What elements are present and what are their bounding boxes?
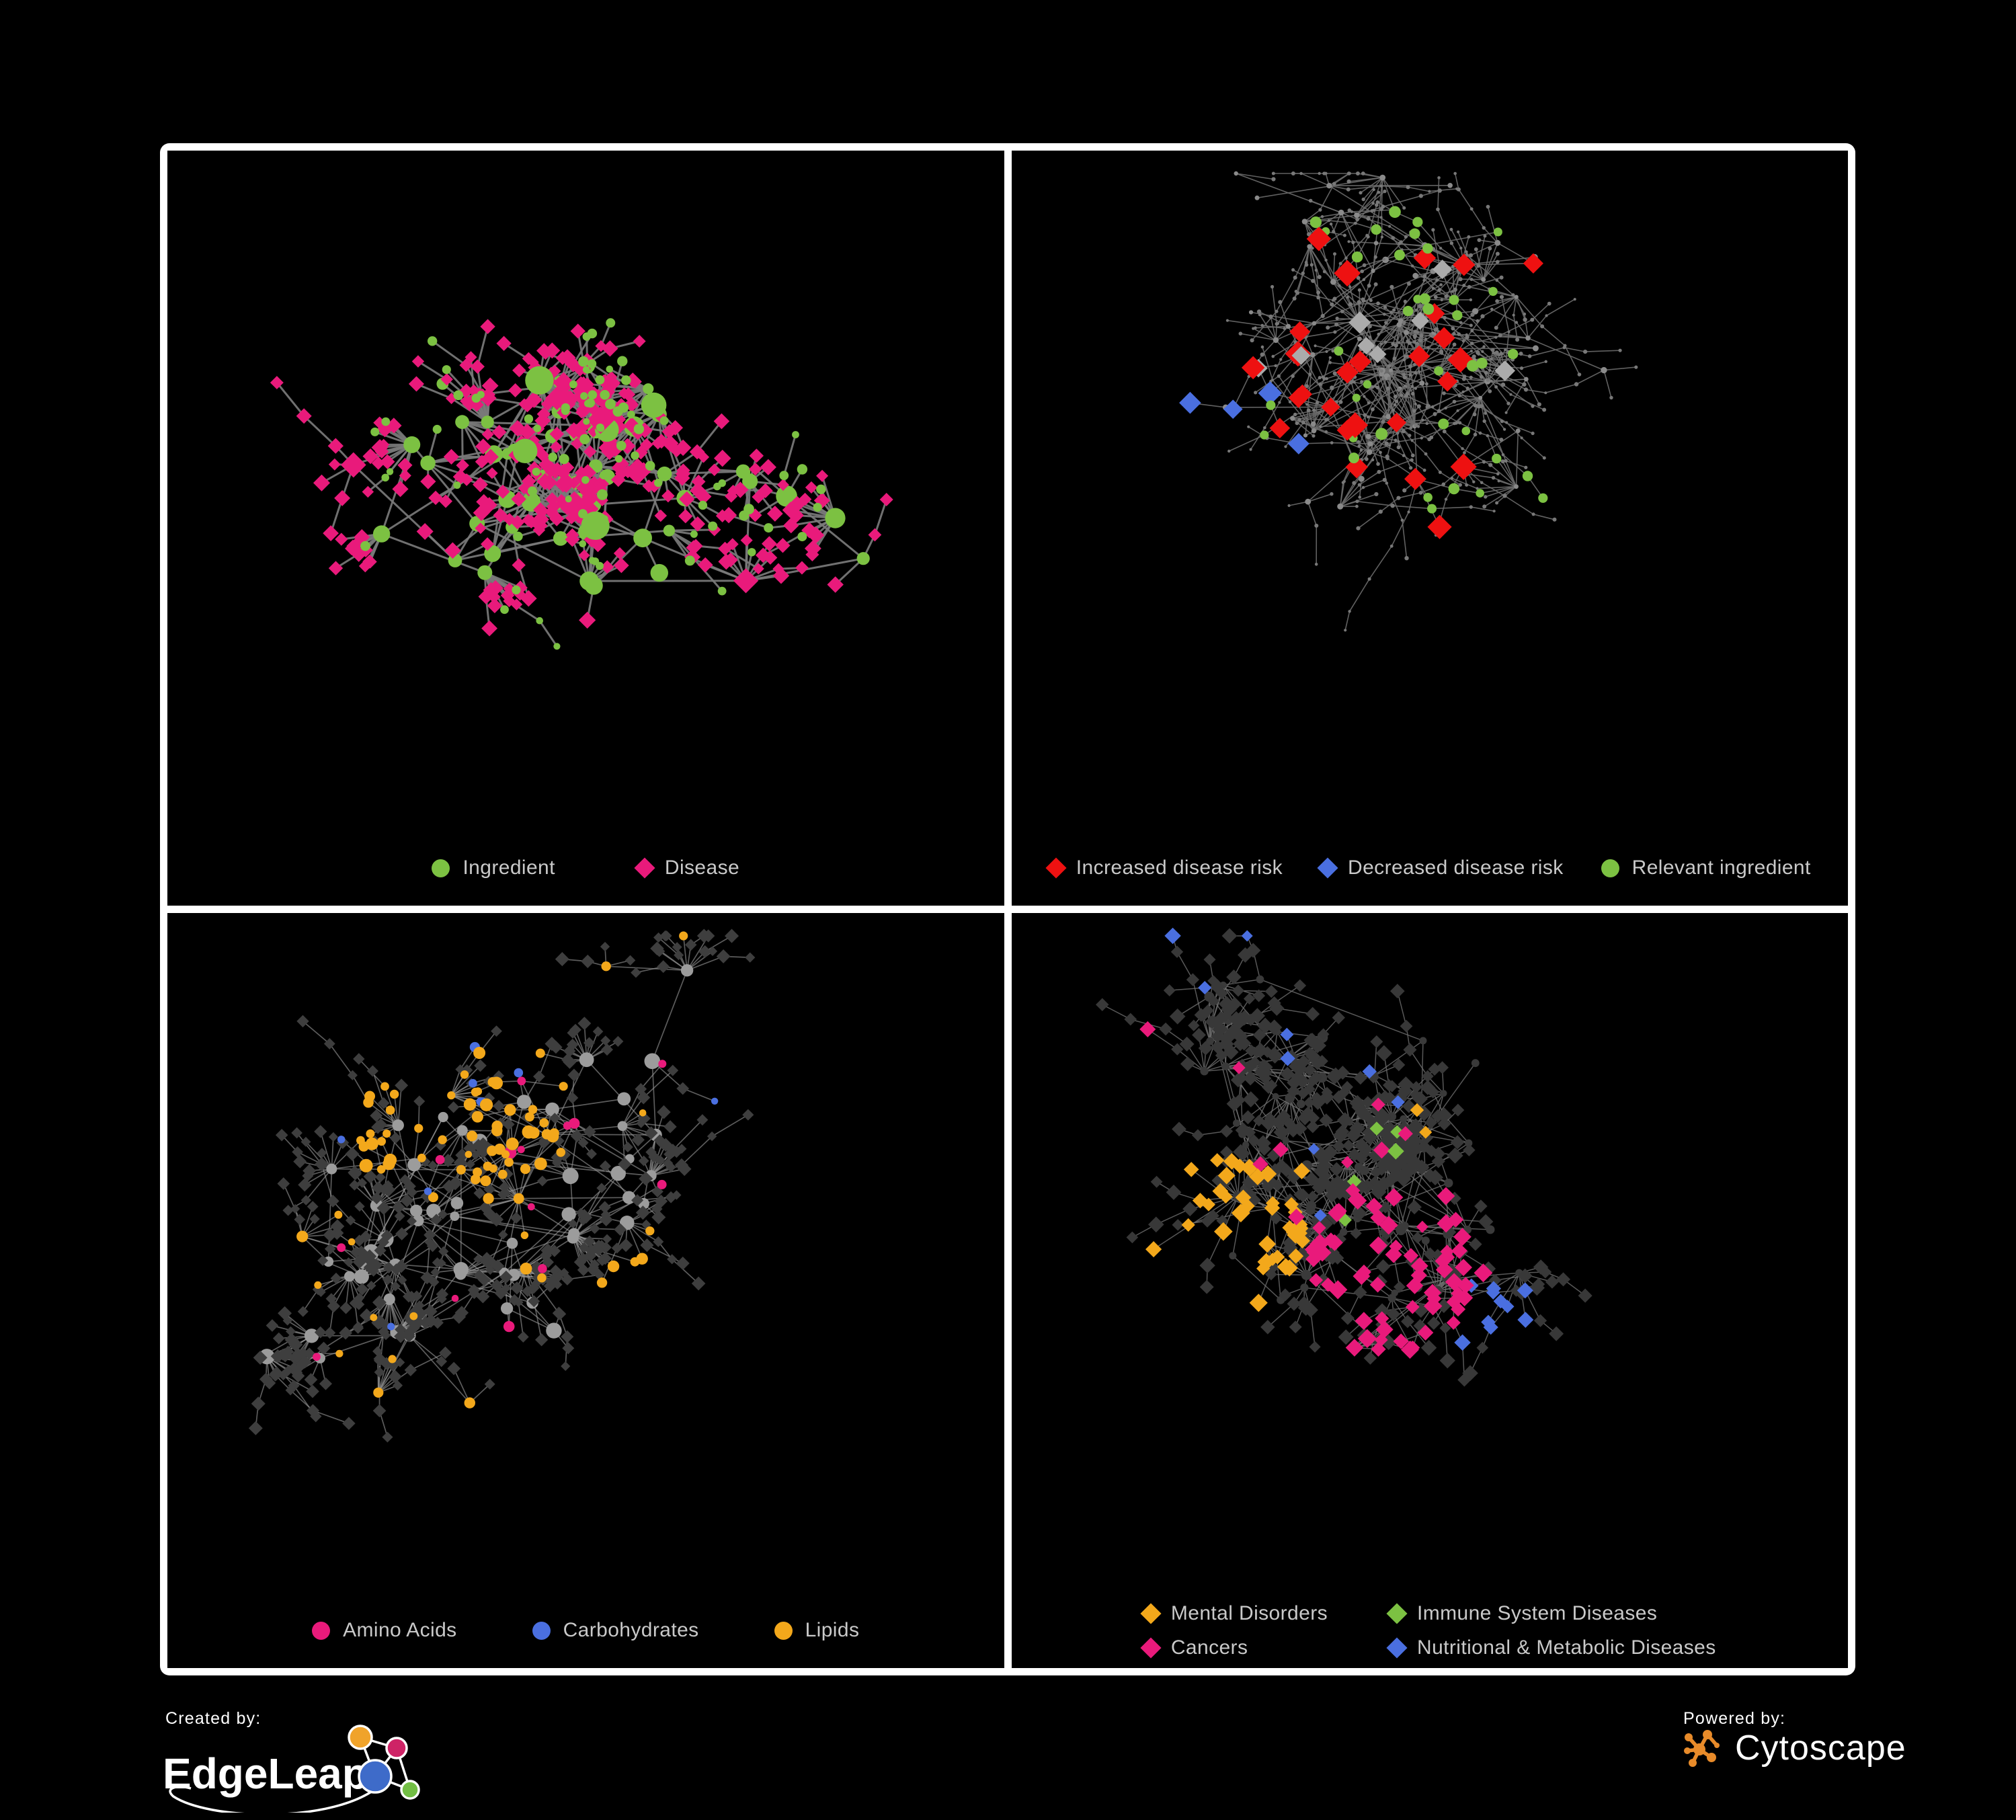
powered-by-label: Powered by: [1683,1709,1786,1728]
network-nodes [270,319,893,637]
network-nodes [1222,171,1638,632]
legend-label: Decreased disease risk [1348,857,1564,879]
diamond-marker-icon [1140,1636,1162,1659]
diamond-marker-icon [1317,857,1338,879]
legend-item: Nutritional & Metabolic Diseases [1386,1636,1716,1659]
legend-label: Disease [664,857,740,879]
diamond-marker-icon [1140,1602,1162,1624]
diamond-marker-icon [634,857,655,879]
edgeleap-logo: EdgeLeap [163,1725,420,1813]
legend-item: Cancers [1140,1636,1328,1659]
legend-item: Immune System Diseases [1386,1601,1716,1625]
network-nodes [248,928,756,1443]
edgeleap-wordmark: EdgeLeap [163,1749,368,1798]
legend-label: Immune System Diseases [1417,1601,1658,1624]
legend-label: Nutritional & Metabolic Diseases [1417,1636,1716,1659]
legend-label: Amino Acids [343,1619,457,1641]
panel-grid: Ingredient Disease Increased disease risk… [160,143,1855,1675]
diamond-marker-icon [1386,1602,1408,1624]
cytoscape-logo-icon [1684,1730,1720,1767]
network-graph-ingredients-diseases [270,318,893,650]
legend-disease-risk: Increased disease risk Decreased disease … [1012,830,1849,906]
panel-disease-risk: Increased disease risk Decreased disease … [1011,151,1849,906]
panel-disease-categories: Mental Disorders Immune System Diseases Ca… [1011,913,1849,1668]
edgeleap-node-blue-icon [358,1759,393,1794]
network-edges [1101,935,1586,1381]
network-graph-nutrient-classes [248,928,756,1443]
footer-created-by: Created by: EdgeLeap [161,1701,524,1815]
edgeleap-node-orange-icon [348,1725,373,1750]
panel-nutrient-classes: Amino Acids Carbohydrates Lipids [167,913,1004,1668]
circle-marker-icon [1601,859,1619,877]
legend-item: Lipids [774,1619,860,1642]
legend-item: Mental Disorders [1140,1601,1328,1625]
legend-item: Relevant ingredient [1601,857,1811,879]
legend-item: Amino Acids [312,1619,456,1642]
legend-ingredients-diseases: Ingredient Disease [167,830,1004,906]
edgeleap-network-icon [348,1725,420,1800]
legend-label: Increased disease risk [1076,857,1283,879]
network-edges [1189,173,1637,631]
created-by-label: Created by: [165,1709,261,1728]
legend-item: Ingredient [432,857,555,879]
circle-marker-icon [312,1621,331,1640]
legend-label: Mental Disorders [1170,1601,1328,1624]
edgeleap-node-magenta-icon [385,1737,408,1759]
legend-nutrient-classes: Amino Acids Carbohydrates Lipids [167,1593,1004,1668]
legend-label: Carbohydrates [563,1619,699,1641]
network-highlight-nodes [296,931,719,1409]
footer-powered-by: Powered by: Cytoscape [1679,1701,2002,1815]
panel-ingredients-vs-diseases: Ingredient Disease [167,151,1004,906]
cytoscape-wordmark: Cytoscape [1735,1729,1906,1768]
diamond-marker-icon [1045,857,1067,879]
legend-label: Cancers [1170,1636,1248,1659]
legend-item: Carbohydrates [532,1619,699,1642]
legend-item: Increased disease risk [1045,857,1283,879]
legend-disease-categories: Mental Disorders Immune System Diseases Ca… [1012,1593,1849,1668]
circle-marker-icon [432,859,450,877]
legend-item: Disease [634,857,740,879]
legend-label: Ingredient [462,857,555,879]
network-graph-disease-risk [1178,171,1638,632]
circle-marker-icon [532,1621,551,1640]
edgeleap-swoosh-icon [169,1785,373,1813]
diamond-marker-icon [1386,1636,1408,1659]
circle-marker-icon [774,1621,793,1640]
legend-label: Lipids [805,1619,860,1641]
legend-item: Decreased disease risk [1317,857,1564,879]
legend-label: Relevant ingredient [1631,857,1811,879]
network-graph-disease-categories [1095,927,1592,1387]
edgeleap-node-green-icon [400,1780,420,1800]
